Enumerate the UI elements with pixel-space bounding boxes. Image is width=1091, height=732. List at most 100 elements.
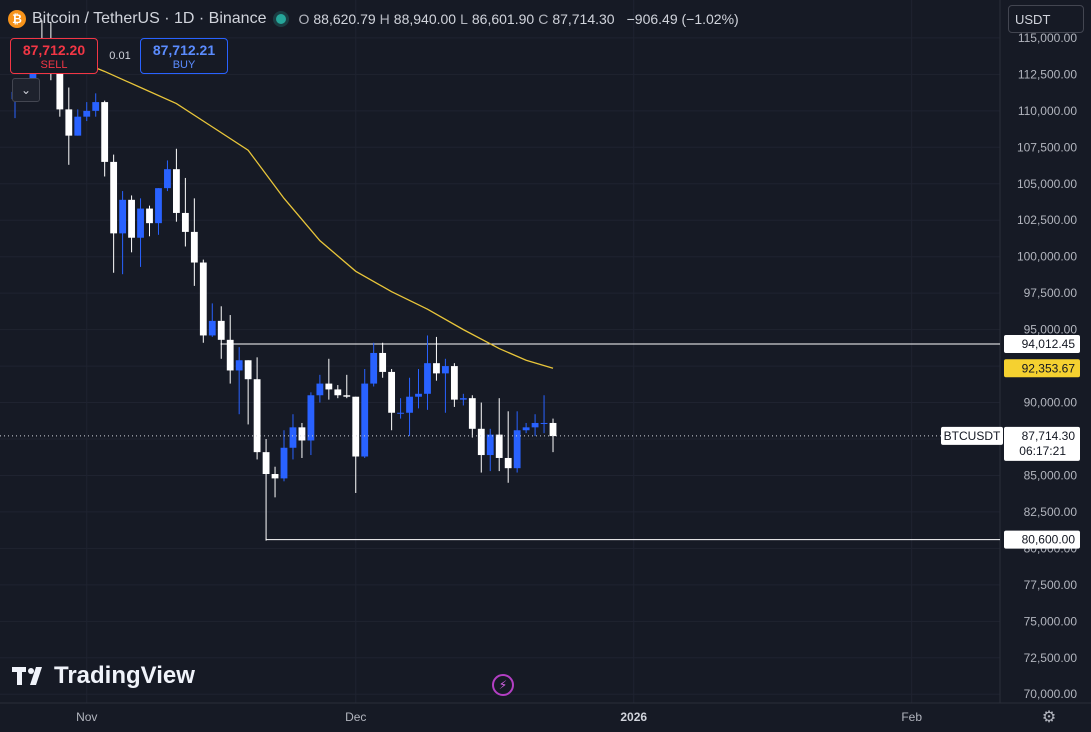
candle-body xyxy=(226,339,234,371)
ma-price-label: 92,353.67 xyxy=(1022,361,1076,375)
candle-body xyxy=(361,383,369,457)
candle-body xyxy=(172,169,180,213)
high-value: 88,940.00 xyxy=(393,11,457,27)
price-tick-label: 70,000.00 xyxy=(1024,687,1078,701)
price-tick-label: 97,500.00 xyxy=(1024,286,1078,300)
open-label: O xyxy=(298,11,310,27)
candle-body xyxy=(513,430,521,469)
candle-body xyxy=(271,474,279,479)
ohlc-values: O 88,620.79 H 88,940.00 L 86,601.90 C 87,714… xyxy=(298,11,738,27)
price-tick-label: 82,500.00 xyxy=(1024,505,1078,519)
price-tick-label: 102,500.00 xyxy=(1017,213,1077,227)
tradingview-logo-icon xyxy=(12,667,42,685)
candle-body xyxy=(65,109,73,136)
close-value: 87,714.30 xyxy=(552,11,615,27)
last-price-label-bg xyxy=(1004,426,1080,461)
candle-body xyxy=(433,363,440,374)
candle-body xyxy=(388,371,396,413)
low-label: L xyxy=(460,11,468,27)
candle-body xyxy=(370,352,378,384)
buy-button[interactable]: 87,712.21 BUY xyxy=(140,38,228,74)
level-price-label-bg xyxy=(1004,530,1080,549)
price-tick-label: 85,000.00 xyxy=(1024,468,1078,482)
candle-body xyxy=(424,363,431,394)
candle-body xyxy=(307,395,315,441)
high-label: H xyxy=(379,11,390,27)
symbol-tag-bg xyxy=(941,426,1003,445)
candle-body xyxy=(549,422,557,437)
candle-body xyxy=(468,398,476,429)
collapse-legend-button[interactable]: ⌄ xyxy=(12,78,40,102)
candle-body xyxy=(316,383,324,396)
tradingview-watermark: TradingView xyxy=(12,662,195,690)
candle-body xyxy=(164,169,171,189)
sell-button[interactable]: 87,712.20 SELL xyxy=(10,38,98,74)
chevron-down-icon: ⌄ xyxy=(20,83,32,97)
candle-body xyxy=(504,457,512,469)
candle-body xyxy=(208,320,216,336)
candle-body xyxy=(450,366,458,400)
level-price-label: 94,012.45 xyxy=(1022,337,1076,351)
candle-body xyxy=(531,422,539,428)
candle-body xyxy=(298,427,306,441)
level-price-label-bg xyxy=(1004,335,1080,354)
symbol-title[interactable]: Bitcoin / TetherUS · 1D · Binance xyxy=(32,10,267,27)
price-tick-label: 105,000.00 xyxy=(1017,177,1077,191)
low-value: 86,601.90 xyxy=(471,11,535,27)
symbol-tag: BTCUSDT xyxy=(944,429,1001,443)
price-tick-label: 77,500.00 xyxy=(1024,578,1078,592)
candle-body xyxy=(415,393,422,397)
last-price-label: 87,714.30 xyxy=(1022,429,1076,443)
symbol-header: ₿ Bitcoin / TetherUS · 1D · Binance O 88,… xyxy=(8,8,739,30)
candle-body xyxy=(459,398,467,400)
candle-body xyxy=(352,396,360,457)
gear-icon[interactable]: ⚙ xyxy=(1041,709,1057,726)
open-value: 88,620.79 xyxy=(313,11,376,27)
candle-body xyxy=(289,427,297,448)
time-tick-label: Dec xyxy=(345,710,366,724)
candle-body xyxy=(397,412,404,414)
candle-body xyxy=(477,428,485,456)
candle-body xyxy=(119,199,127,234)
price-tick-label: 115,000.00 xyxy=(1018,31,1077,45)
price-tick-label: 75,000.00 xyxy=(1024,614,1078,628)
time-tick-label: Nov xyxy=(76,710,97,724)
candle-body xyxy=(325,383,333,390)
candle-body xyxy=(244,360,252,380)
buy-price: 87,712.21 xyxy=(152,42,216,58)
level-price-label: 80,600.00 xyxy=(1022,533,1076,547)
candle-body xyxy=(262,452,270,475)
candle-body xyxy=(146,208,153,224)
price-tick-label: 90,000.00 xyxy=(1024,396,1078,410)
candle-body xyxy=(235,360,243,371)
candle-body xyxy=(137,208,144,238)
candle-body xyxy=(379,352,387,372)
market-open-status-icon xyxy=(276,14,287,24)
time-tick-label: Feb xyxy=(901,710,922,724)
candle-body xyxy=(406,396,413,413)
candle-body xyxy=(495,434,503,458)
candle-body xyxy=(56,68,64,110)
candle-body xyxy=(522,427,530,431)
candle-body xyxy=(74,116,82,136)
ma-price-label-bg xyxy=(1004,359,1080,378)
price-tick-label: 110,000.00 xyxy=(1018,104,1077,118)
candle-body xyxy=(253,379,261,453)
close-label: C xyxy=(538,11,549,27)
candle-body xyxy=(442,366,449,374)
currency-selector[interactable]: USDT xyxy=(1008,5,1084,33)
candle-body xyxy=(155,188,162,224)
candle-body xyxy=(190,231,198,263)
candle-body xyxy=(486,434,494,456)
buy-label: BUY xyxy=(172,59,196,71)
lightning-icon[interactable]: ⚡ xyxy=(492,674,514,696)
candle-body xyxy=(199,262,207,336)
candle-body xyxy=(540,422,548,424)
price-tick-label: 95,000.00 xyxy=(1024,323,1078,337)
candle-body xyxy=(280,447,288,479)
sell-label: SELL xyxy=(40,59,68,71)
candle-body xyxy=(128,199,135,238)
spread-value: 0.01 xyxy=(109,50,131,62)
candle-body xyxy=(343,395,351,397)
